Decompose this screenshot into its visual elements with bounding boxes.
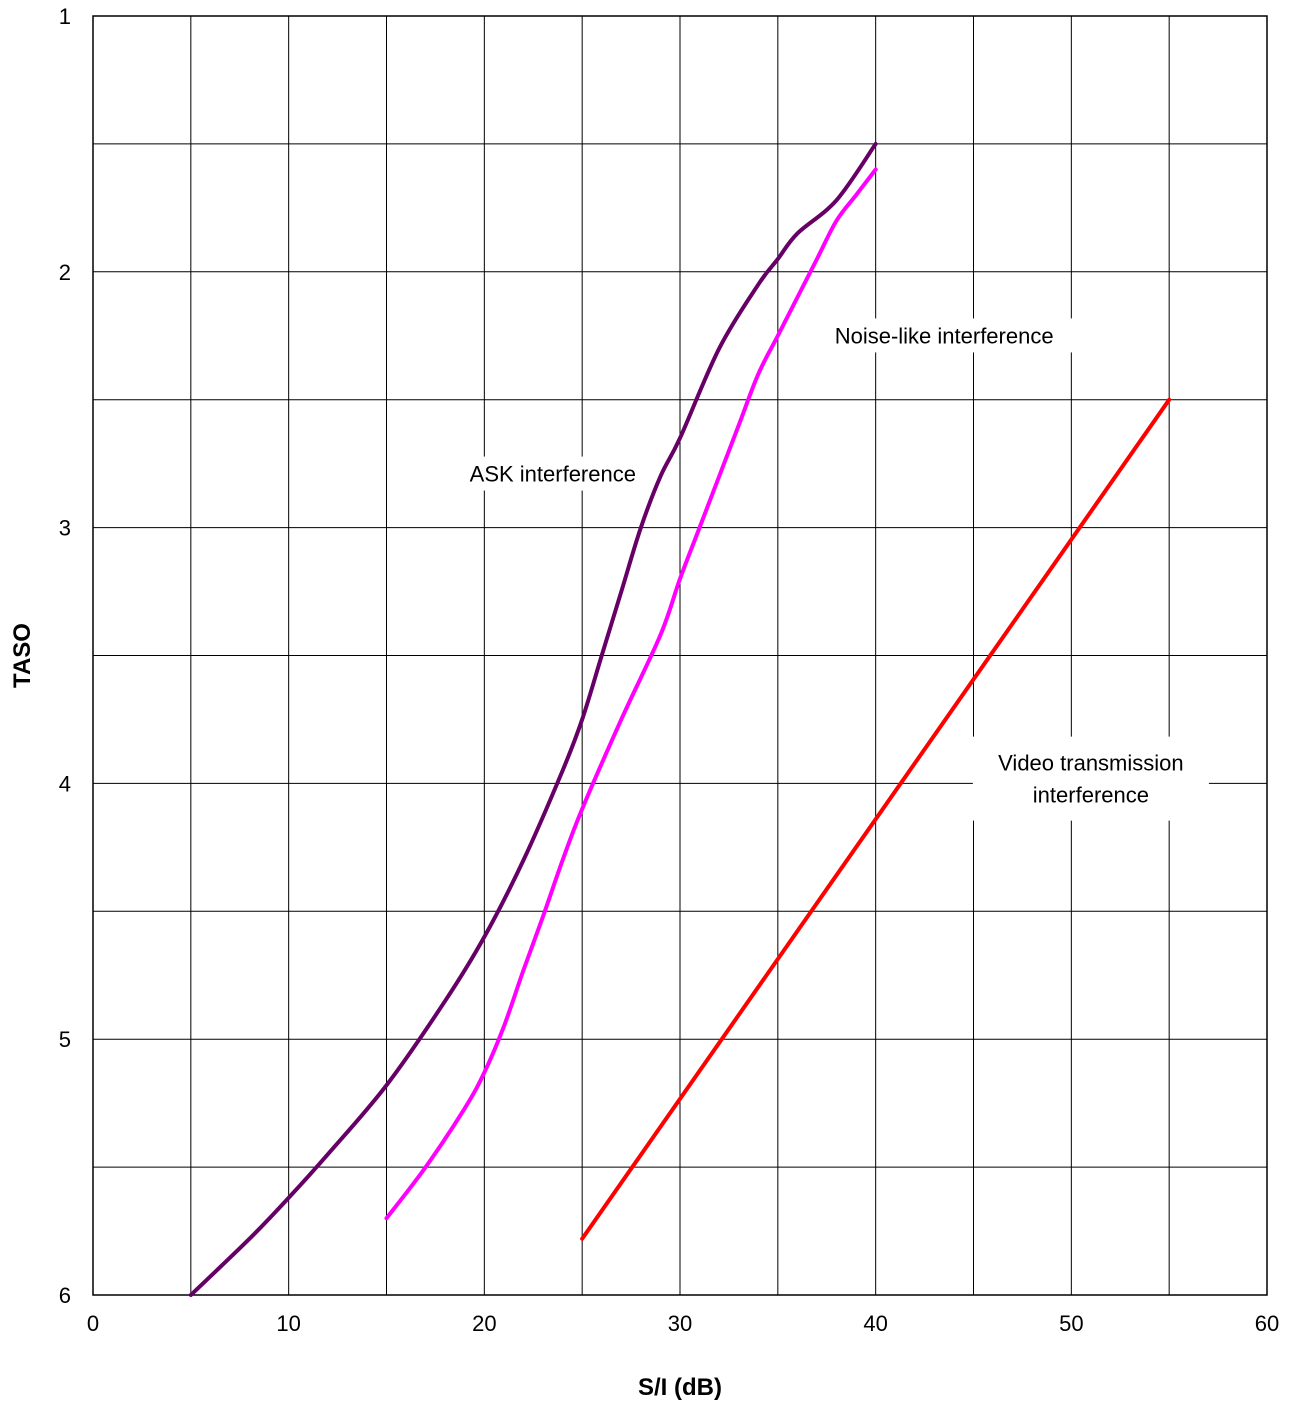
- y-tick-label: 1: [59, 4, 71, 29]
- x-tick-label: 10: [276, 1311, 300, 1336]
- annotation-noise: Noise-like interference: [835, 323, 1054, 348]
- x-tick-label: 0: [87, 1311, 99, 1336]
- grid: [92, 15, 1268, 1296]
- series-group: [188, 141, 1172, 1297]
- y-tick-label: 6: [59, 1283, 71, 1308]
- annotation-background: [806, 318, 1083, 353]
- series-line-1: [384, 167, 878, 1221]
- annotation-backgrounds: [447, 318, 1209, 821]
- y-tick-label: 2: [59, 260, 71, 285]
- annotation-background: [447, 456, 658, 491]
- x-tick-label: 30: [668, 1311, 692, 1336]
- annotation-background: [972, 736, 1209, 821]
- ticks: 0 10 20 30 40 50 60 1 2 3 4 5 6: [59, 4, 1279, 1336]
- annotations: ASK interference Noise-like interference…: [470, 323, 1184, 807]
- y-tick-label: 5: [59, 1027, 71, 1052]
- x-tick-label: 20: [472, 1311, 496, 1336]
- series-line-2: [580, 397, 1172, 1241]
- annotation-ask: ASK interference: [470, 462, 636, 487]
- annotation-video-line1: Video transmission: [998, 751, 1183, 776]
- x-tick-label: 40: [863, 1311, 887, 1336]
- x-axis-label: S/I (dB): [638, 1374, 722, 1401]
- y-tick-label: 3: [59, 516, 71, 541]
- plot-frame: [92, 15, 1268, 1296]
- x-tick-label: 60: [1255, 1311, 1279, 1336]
- y-tick-label: 4: [59, 771, 71, 796]
- series-line-0: [188, 141, 878, 1297]
- y-axis-label: TASO: [9, 623, 36, 688]
- x-tick-label: 50: [1059, 1311, 1083, 1336]
- annotation-video-line2: interference: [1033, 783, 1149, 808]
